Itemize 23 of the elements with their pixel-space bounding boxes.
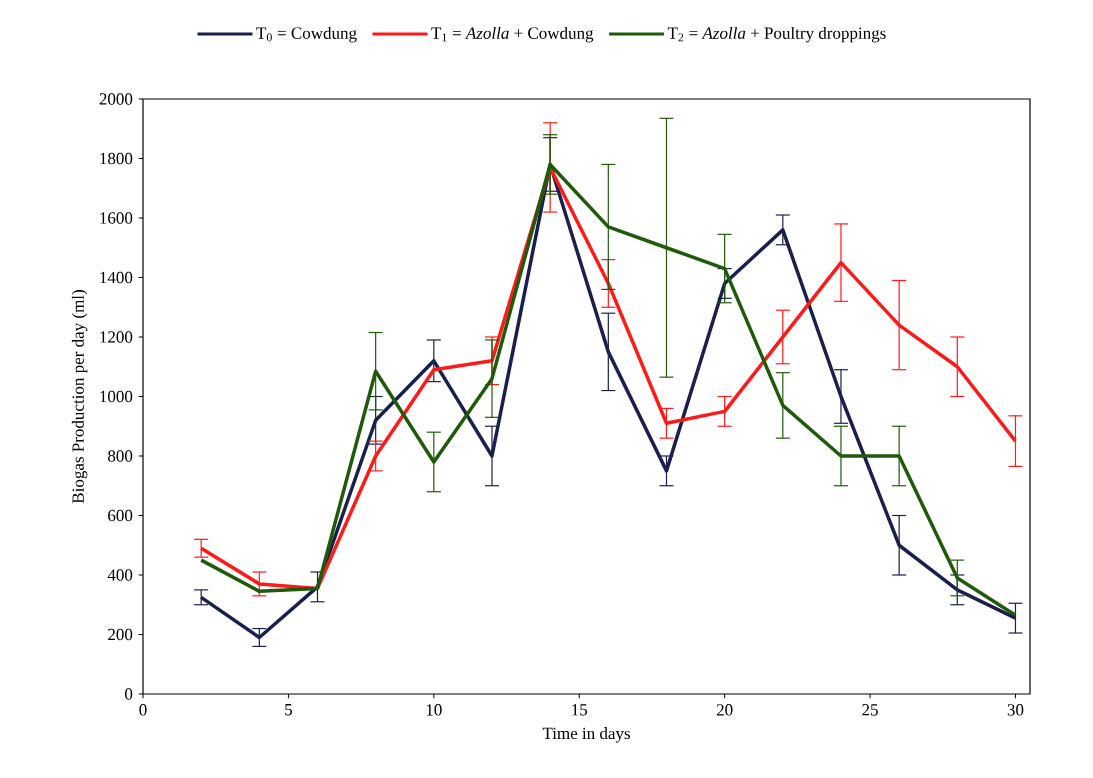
x-tick-label: 30 bbox=[1007, 704, 1024, 716]
y-tick-label: 1800 bbox=[100, 152, 133, 165]
x-tick-label: 15 bbox=[572, 704, 588, 716]
x-tick-label: 20 bbox=[716, 704, 733, 716]
y-tick-label: 600 bbox=[108, 509, 133, 522]
x-tick-label: 10 bbox=[426, 704, 442, 716]
y-tick-label: 400 bbox=[107, 569, 133, 581]
legend-label: T$_{0}$ = Cowdung bbox=[256, 26, 357, 43]
legend-label: T$_{1}$ = Azolla + Cowdung bbox=[431, 26, 594, 43]
x-axis-title: Time in days bbox=[542, 727, 630, 743]
y-tick-label: 1600 bbox=[100, 212, 133, 224]
legend-label: T$_{2}$ = Azolla + Poultry droppings bbox=[667, 26, 886, 43]
x-tick-label: 25 bbox=[862, 704, 878, 716]
y-tick-label: 200 bbox=[108, 628, 133, 641]
x-tick-label: 0 bbox=[139, 704, 147, 716]
x-tick-label: 5 bbox=[285, 704, 293, 716]
y-axis-title: Biogas Production per day (ml) bbox=[71, 290, 88, 504]
y-tick-label: 1200 bbox=[100, 331, 133, 343]
y-tick-label: 1400 bbox=[100, 271, 133, 284]
y-tick-label: 800 bbox=[108, 450, 133, 462]
y-tick-label: 1000 bbox=[100, 390, 133, 403]
y-tick-label: 0 bbox=[125, 688, 133, 700]
y-tick-label: 2000 bbox=[99, 93, 133, 105]
